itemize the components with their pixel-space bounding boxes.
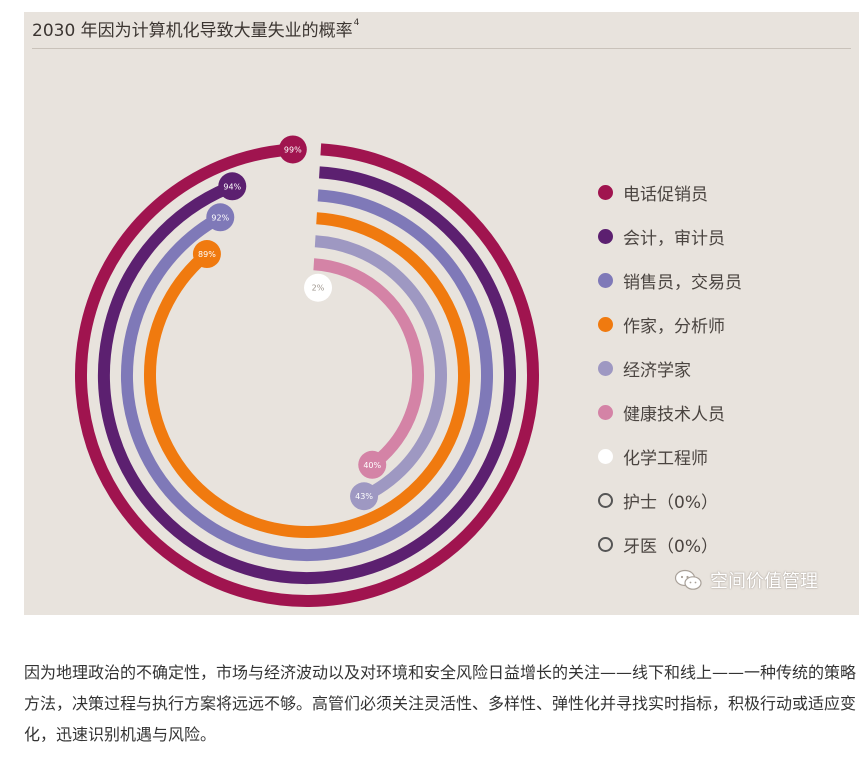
value-bubble-2 <box>218 172 247 201</box>
chart-panel: 2030 年因为计算机化导致大量失业的概率4 99% 94% 92% 89% 43% 40… <box>24 12 859 615</box>
arc-5 <box>314 235 447 501</box>
value-bubble-5 <box>350 482 379 511</box>
legend-label: 销售员，交易员 <box>623 272 742 293</box>
legend-label: 化学工程师 <box>623 448 708 469</box>
watermark: 空间价值管理 <box>674 567 818 593</box>
legend-item-5: 经济学家 <box>598 356 691 381</box>
legend-swatch <box>598 360 613 376</box>
legend-item-2: 会计，审计员 <box>598 224 725 249</box>
legend-label: 经济学家 <box>623 360 691 381</box>
value-label-3: 92% <box>211 213 229 222</box>
legend-item-3: 销售员，交易员 <box>598 268 742 293</box>
value-label-1: 99% <box>284 145 302 154</box>
legend-swatch <box>598 536 613 552</box>
legend-label: 健康技术人员 <box>623 404 725 425</box>
value-label-6: 40% <box>363 461 381 470</box>
arc-2 <box>98 166 516 584</box>
legend-item-1: 电话促销员 <box>598 180 708 205</box>
legend-swatch <box>598 316 613 332</box>
legend-item-4: 作家，分析师 <box>598 312 725 337</box>
arc-6 <box>313 258 424 469</box>
legend-item-9: 牙医（0%） <box>598 532 718 557</box>
value-bubble-3 <box>206 203 235 232</box>
arc-4 <box>144 212 470 538</box>
legend-item-7: 化学工程师 <box>598 444 708 469</box>
legend-label: 作家，分析师 <box>623 316 725 337</box>
legend-label: 会计，审计员 <box>623 228 725 249</box>
legend-swatch <box>598 404 613 420</box>
value-bubble-7 <box>304 273 333 302</box>
arc-1 <box>74 143 539 607</box>
legend-swatch <box>598 448 613 464</box>
legend-item-8: 护士（0%） <box>598 488 718 513</box>
legend-swatch <box>598 228 613 244</box>
watermark-text: 空间价值管理 <box>710 571 818 592</box>
chart-title-text: 2030 年因为计算机化导致大量失业的概率 <box>32 21 353 41</box>
title-footnote-mark: 4 <box>353 18 360 28</box>
value-label-2: 94% <box>223 182 241 191</box>
value-bubble-6 <box>358 450 387 479</box>
arc-3 <box>121 189 493 561</box>
value-label-5: 43% <box>355 492 373 501</box>
legend-swatch <box>598 184 613 200</box>
legend-swatch <box>598 272 613 288</box>
legend-label: 护士（0%） <box>623 492 718 513</box>
legend-item-6: 健康技术人员 <box>598 400 725 425</box>
legend-label: 电话促销员 <box>623 184 708 205</box>
value-label-4: 89% <box>198 250 216 259</box>
article-paragraph: 因为地理政治的不确定性，市场与经济波动以及对环境和安全风险日益增长的关注——线下… <box>24 663 857 744</box>
value-label-7: 2% <box>312 284 325 293</box>
value-bubble-1 <box>278 135 307 164</box>
legend-swatch <box>598 492 613 508</box>
value-bubble-4 <box>192 240 221 269</box>
legend-label: 牙医（0%） <box>623 536 718 557</box>
chart-title: 2030 年因为计算机化导致大量失业的概率4 <box>32 16 359 41</box>
wechat-icon <box>674 569 702 590</box>
title-divider <box>32 48 851 49</box>
radial-chart: 99% 94% 92% 89% 43% 40% 2% <box>74 135 539 607</box>
